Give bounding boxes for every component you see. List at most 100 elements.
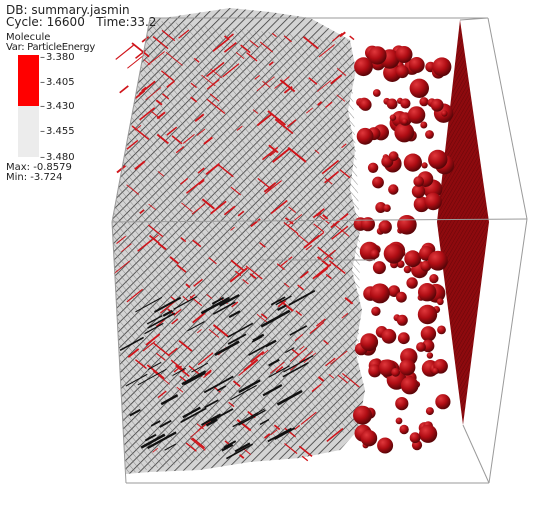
energy-streak <box>196 329 202 334</box>
energy-streak <box>250 218 261 228</box>
defect-streak <box>260 309 291 328</box>
particle <box>397 332 410 345</box>
particle <box>430 98 444 112</box>
energy-streak <box>185 442 197 452</box>
energy-streak <box>299 345 305 351</box>
particle <box>389 114 397 121</box>
energy-streak <box>223 35 230 41</box>
defect-streak <box>146 315 163 325</box>
particle <box>432 367 439 375</box>
energy-streak <box>146 364 165 380</box>
legend-plot-type: Molecule <box>6 32 51 43</box>
energy-streak <box>181 202 193 213</box>
energy-streak <box>271 32 277 38</box>
energy-streak <box>230 226 235 231</box>
energy-streak <box>131 125 150 140</box>
particle <box>409 78 429 99</box>
energy-streak <box>341 372 360 388</box>
energy-streak <box>287 146 307 163</box>
energy-streak <box>263 433 271 439</box>
energy-streak <box>156 111 166 120</box>
particle <box>419 424 438 443</box>
energy-streak <box>269 361 285 374</box>
energy-streak <box>206 78 220 90</box>
energy-streak <box>157 171 164 177</box>
energy-streak <box>161 29 176 42</box>
defect-streak <box>289 325 308 336</box>
legend-tick: –3.480 <box>40 152 75 163</box>
energy-streak <box>263 182 277 193</box>
defect-streak <box>268 365 290 378</box>
energy-streak <box>203 371 212 379</box>
energy-streak <box>308 77 318 85</box>
energy-streak <box>349 35 355 41</box>
defect-streak <box>229 384 257 401</box>
energy-streak <box>126 139 139 150</box>
defect-streak <box>221 443 234 452</box>
energy-streak <box>261 146 279 161</box>
energy-streak <box>143 59 151 66</box>
particle <box>371 306 381 316</box>
defect-streak <box>225 443 254 460</box>
energy-streak <box>283 35 292 43</box>
defect-streak <box>203 375 234 394</box>
energy-streak <box>206 98 226 115</box>
energy-streak <box>283 282 290 288</box>
defect-streak <box>146 431 177 450</box>
particle <box>400 376 419 395</box>
energy-streak <box>142 340 156 352</box>
energy-streak <box>206 293 213 299</box>
energy-streak <box>190 82 197 89</box>
particle <box>418 283 437 302</box>
energy-streak <box>283 222 299 235</box>
energy-streak <box>294 424 301 430</box>
energy-streak <box>147 51 165 66</box>
energy-streak <box>217 163 234 178</box>
legend-color-low <box>18 106 39 157</box>
particle <box>356 127 374 145</box>
particle <box>413 176 425 187</box>
energy-streak <box>249 351 265 364</box>
energy-streak <box>328 373 335 379</box>
energy-streak <box>239 454 245 459</box>
energy-streak <box>176 386 184 393</box>
energy-streak <box>252 109 259 114</box>
energy-streak <box>268 144 279 154</box>
particle <box>394 122 415 143</box>
defect-streak <box>288 289 316 306</box>
energy-streak <box>222 63 240 78</box>
energy-streak <box>325 101 333 108</box>
defect-streak <box>182 406 201 419</box>
energy-streak <box>180 177 189 185</box>
energy-streak <box>317 246 334 260</box>
defect-streak <box>147 361 162 370</box>
energy-streak <box>277 300 286 308</box>
particle <box>409 432 421 444</box>
energy-streak <box>160 70 175 82</box>
particle <box>428 149 448 170</box>
energy-streak <box>149 234 160 245</box>
energy-streak <box>321 159 340 175</box>
energy-streak <box>323 339 329 345</box>
particle <box>399 424 409 435</box>
particle <box>417 304 438 325</box>
energy-streak <box>193 278 203 287</box>
energy-streak <box>286 119 297 128</box>
energy-streak <box>205 163 220 176</box>
energy-streak <box>316 267 329 278</box>
defect-streak <box>265 339 277 348</box>
particle <box>408 57 425 73</box>
energy-streak <box>243 358 259 372</box>
energy-streak <box>336 94 346 102</box>
energy-streak <box>126 184 140 195</box>
energy-streak <box>171 318 179 325</box>
defect-streak <box>227 333 247 345</box>
energy-streak <box>339 31 346 38</box>
energy-streak <box>322 249 336 261</box>
particle <box>391 367 400 377</box>
defect-streak <box>144 322 164 335</box>
defect-streak <box>150 420 161 427</box>
energy-streak <box>298 445 313 458</box>
